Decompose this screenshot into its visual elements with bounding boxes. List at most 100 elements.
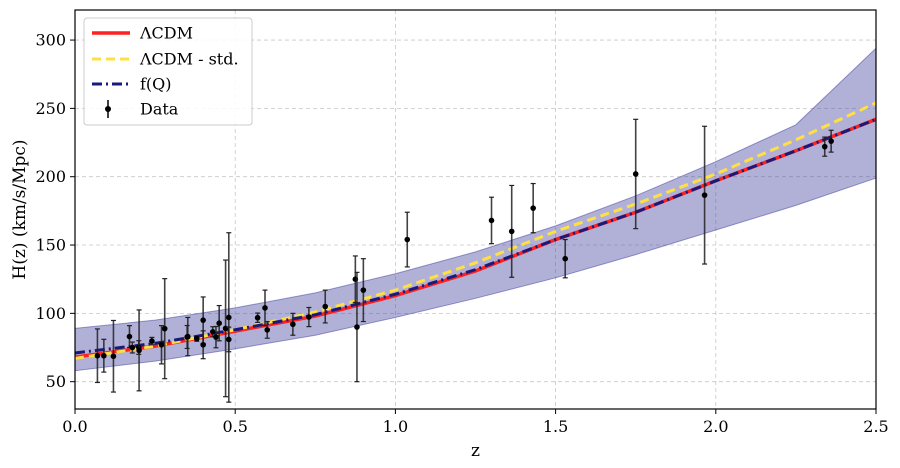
data-marker (126, 333, 133, 340)
data-marker (158, 341, 165, 348)
data-marker (508, 228, 515, 235)
data-marker (306, 314, 312, 320)
data-point (136, 309, 142, 392)
data-point (632, 118, 639, 230)
y-axis-ticks: 50 100 150 200 250 300 (35, 31, 75, 391)
data-marker (360, 287, 367, 293)
data-marker (193, 335, 200, 342)
data-point (158, 325, 165, 365)
data-point (821, 136, 828, 157)
data-point (200, 330, 206, 360)
legend-label: Data (140, 100, 179, 119)
data-point (701, 125, 708, 265)
data-point (354, 271, 360, 383)
data-marker (264, 327, 271, 333)
x-tick-label: 0.0 (62, 417, 87, 436)
data-point (530, 182, 536, 234)
data-marker (209, 328, 216, 335)
data-point (488, 196, 495, 245)
data-marker (222, 325, 229, 332)
data-marker (530, 205, 536, 211)
data-point (254, 312, 261, 323)
data-point (101, 338, 107, 373)
data-marker (821, 143, 828, 150)
data-point (322, 289, 329, 324)
legend-item: f(Q) (92, 75, 172, 94)
data-point (290, 312, 296, 336)
data-point (828, 129, 834, 153)
data-marker (216, 320, 222, 326)
data-points (94, 118, 834, 403)
data-marker (701, 192, 708, 198)
data-marker (322, 303, 329, 310)
x-axis-ticks: 0.0 0.5 1.0 1.5 2.0 2.5 (62, 409, 889, 436)
y-tick-label: 200 (35, 167, 66, 186)
x-axis-label: z (471, 441, 480, 461)
data-marker (225, 314, 232, 321)
data-marker (254, 314, 261, 321)
data-point (161, 278, 168, 380)
data-point (216, 304, 222, 342)
data-marker (213, 334, 219, 340)
legend-label: ΛCDM (139, 24, 193, 43)
data-marker (200, 317, 206, 323)
x-tick-label: 1.0 (383, 417, 408, 436)
data-marker (225, 336, 232, 343)
data-marker (149, 338, 155, 344)
data-point (184, 316, 191, 357)
plot-frame (74, 9, 877, 410)
data-point (213, 325, 219, 349)
x-tick-label: 0.5 (222, 417, 247, 436)
data-point (222, 259, 229, 398)
data-marker (828, 138, 834, 144)
data-point (225, 326, 232, 353)
x-tick-label: 2.0 (703, 417, 728, 436)
data-marker (262, 305, 268, 311)
y-tick-label: 250 (35, 99, 66, 118)
data-marker (184, 333, 191, 340)
data-marker (562, 255, 569, 262)
x-tick-label: 1.5 (543, 417, 568, 436)
data-point (129, 341, 136, 354)
data-marker (488, 217, 495, 224)
legend: ΛCDM ΛCDM - std. f(Q) Data (83, 17, 253, 126)
data-point (404, 211, 411, 268)
data-point (149, 336, 155, 346)
data-marker (632, 171, 639, 177)
series-line (74, 117, 877, 355)
data-marker (101, 352, 107, 359)
legend-marker (105, 106, 111, 112)
data-point (94, 328, 101, 384)
y-tick-label: 300 (35, 31, 66, 50)
y-tick-label: 150 (35, 236, 66, 255)
data-point (126, 325, 133, 349)
series-lines (74, 101, 877, 360)
legend-item: Data (105, 100, 179, 119)
legend-item: ΛCDM (92, 24, 193, 43)
legend-item: ΛCDM - std. (92, 50, 239, 69)
data-point (306, 306, 312, 328)
series-line (74, 101, 877, 360)
data-marker (110, 353, 117, 360)
y-tick-label: 100 (35, 304, 66, 323)
legend-label: f(Q) (140, 75, 172, 94)
data-point (562, 238, 569, 279)
x-tick-label: 2.5 (863, 417, 888, 436)
legend-label: ΛCDM - std. (139, 50, 239, 69)
data-marker (129, 344, 136, 351)
data-point (193, 335, 200, 342)
legend-box (83, 17, 253, 126)
data-marker (404, 236, 411, 243)
data-marker (200, 341, 206, 348)
data-marker (354, 324, 360, 330)
data-point (360, 258, 367, 323)
data-point (110, 319, 117, 393)
y-tick-label: 50 (46, 372, 66, 391)
data-marker (94, 352, 101, 359)
data-marker (290, 321, 296, 328)
data-point (264, 320, 271, 339)
y-axis-label: H(z) (km/s/Mpc) (10, 139, 30, 279)
data-point (225, 232, 232, 403)
data-marker (136, 347, 142, 354)
